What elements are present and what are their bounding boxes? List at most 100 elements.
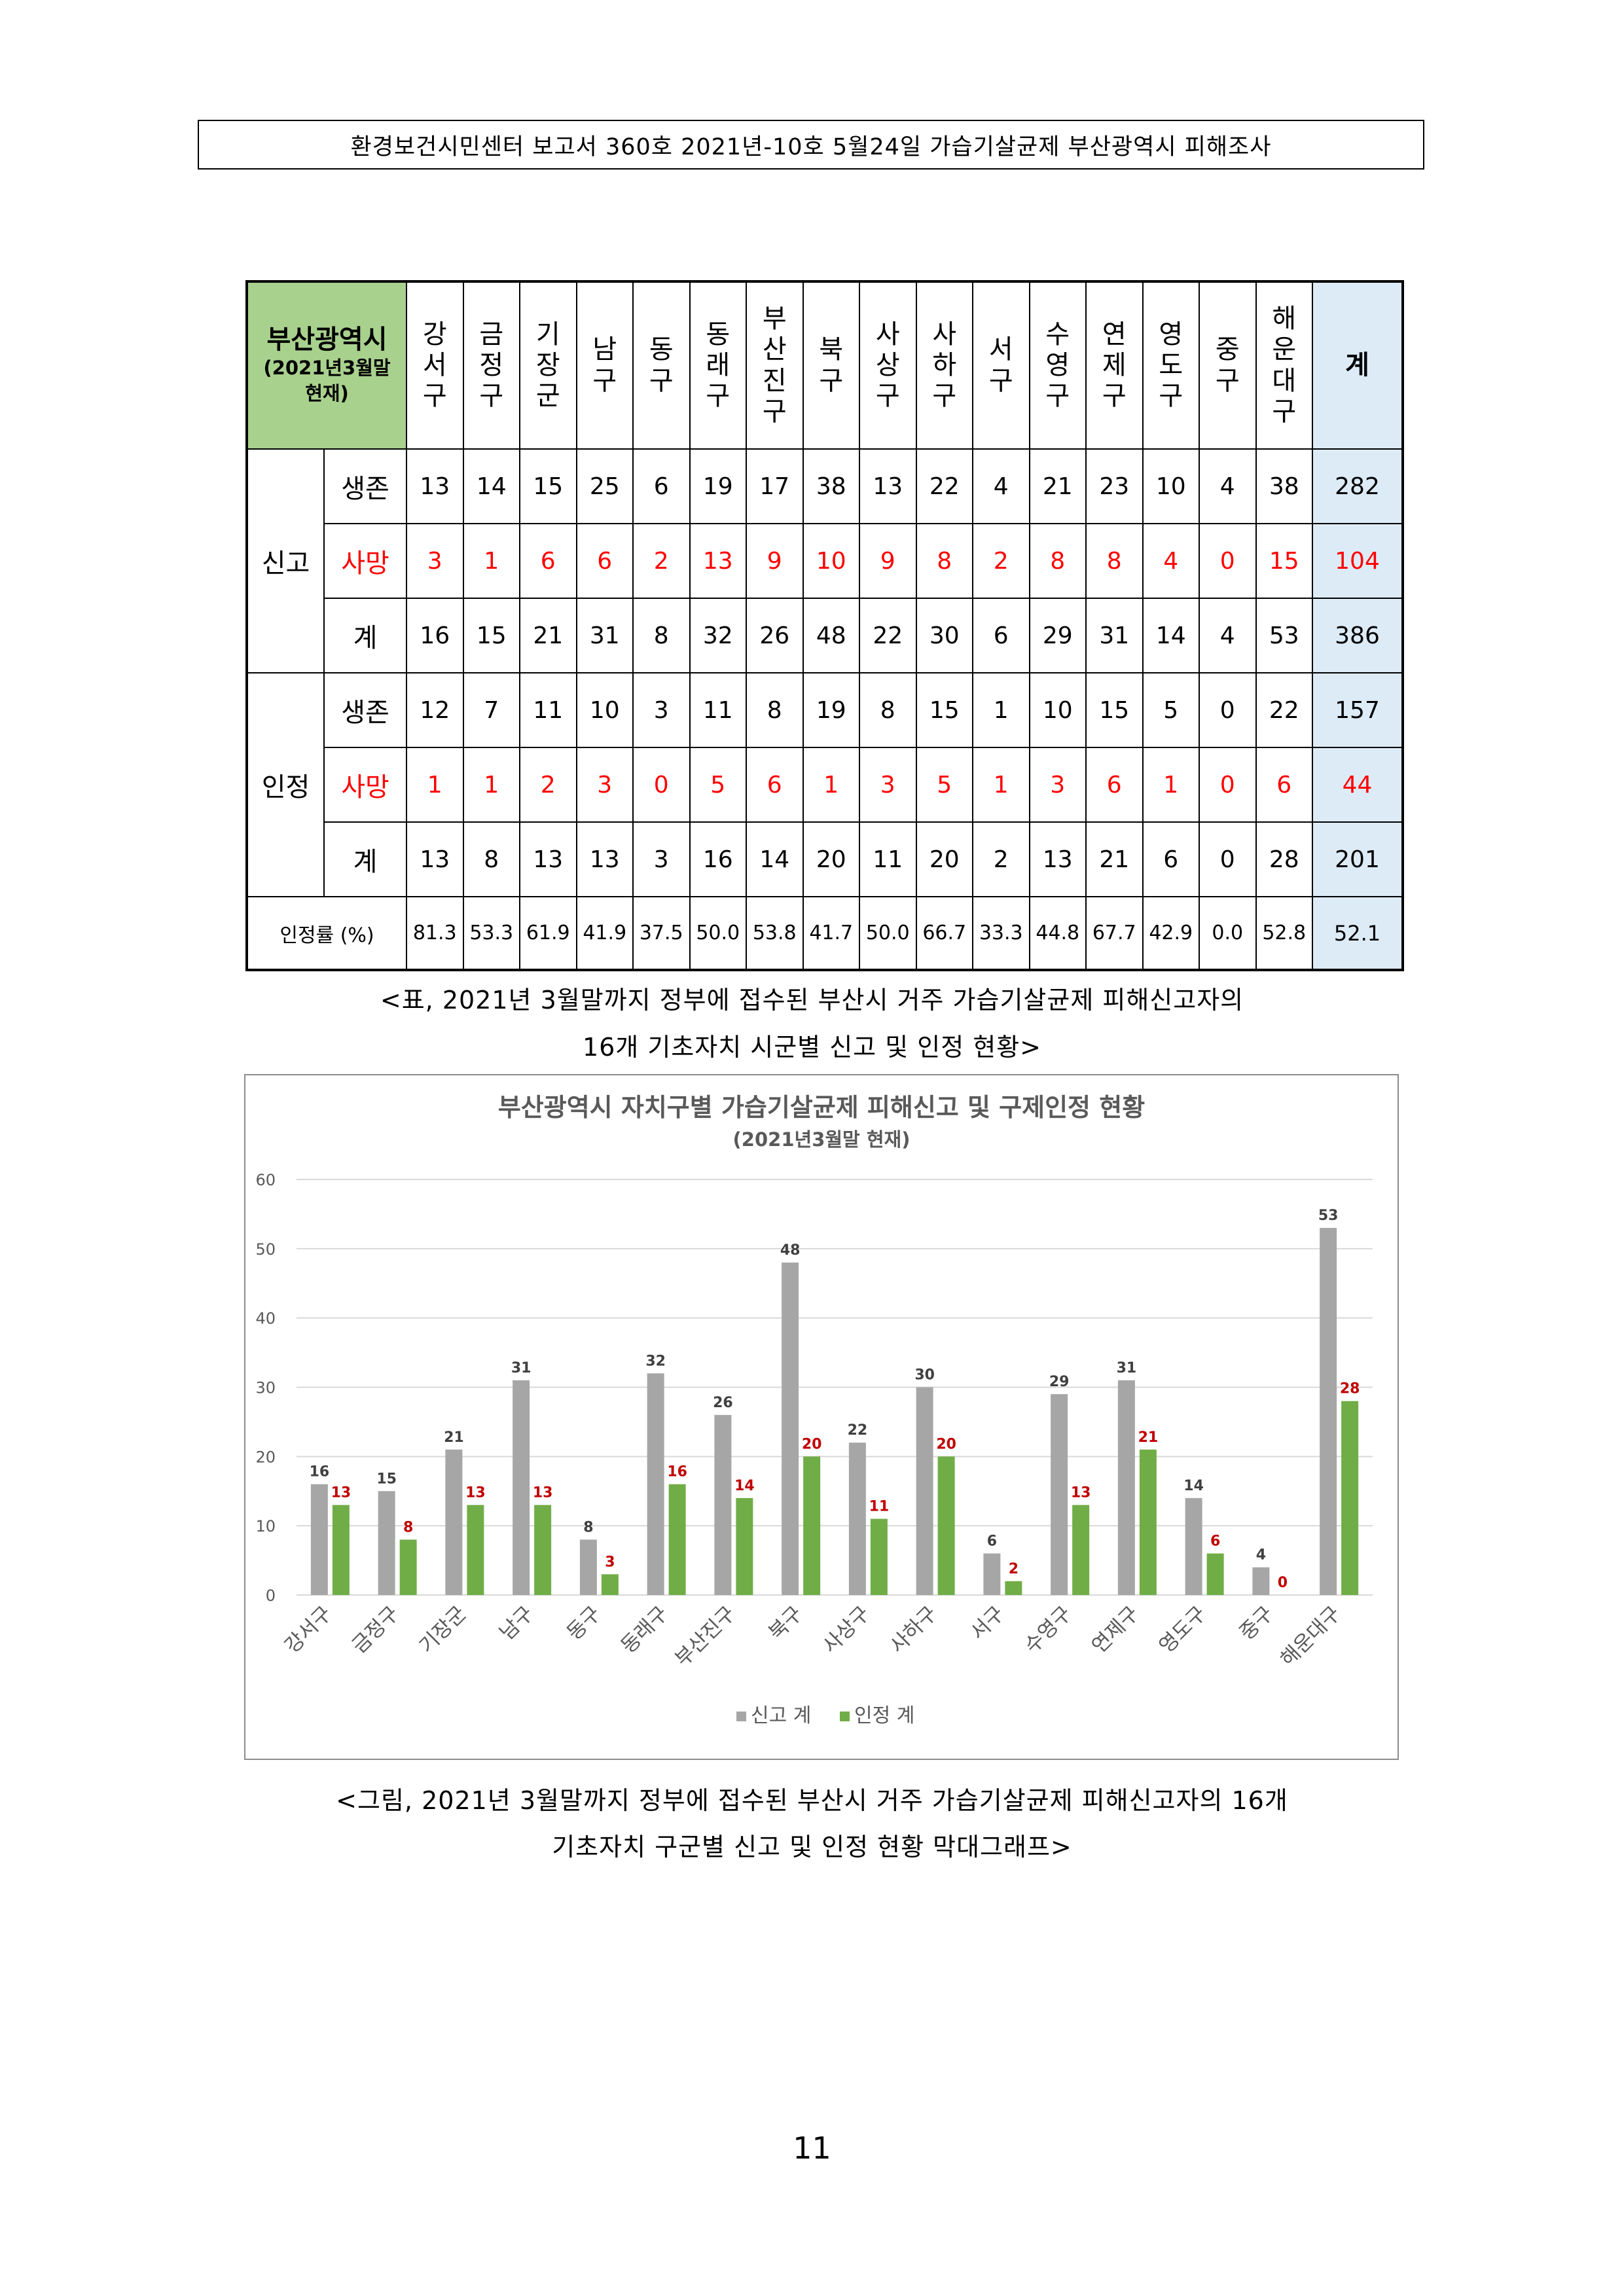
recognized-bar (467, 1505, 484, 1595)
rate-cell: 67.7 (1085, 896, 1144, 971)
table-cell: 2 (972, 821, 1030, 897)
recognized-bar-label: 14 (734, 1478, 755, 1494)
table-cell: 9 (859, 523, 917, 599)
table-cell: 10 (1142, 448, 1200, 524)
table-cell: 1 (462, 523, 520, 599)
table-cell: 1 (972, 672, 1030, 748)
report-bar-label: 6 (987, 1534, 997, 1550)
x-tick-label: 동래구 (617, 1602, 673, 1658)
y-tick-label: 10 (255, 1517, 276, 1535)
table-cell: 30 (915, 598, 973, 673)
table-cell: 0 (632, 747, 691, 823)
table-cell: 4 (1199, 448, 1257, 524)
report-bar (983, 1553, 1001, 1595)
table-cell: 19 (689, 448, 747, 524)
table-cell: 23 (1085, 448, 1144, 524)
rate-cell: 66.7 (915, 896, 973, 971)
recognized-bar (399, 1539, 417, 1595)
x-tick-label: 북구 (764, 1602, 807, 1645)
x-tick-label: 동구 (562, 1602, 605, 1645)
report-bar (513, 1380, 530, 1595)
recognized-bar (803, 1456, 821, 1595)
recognized-bar-label: 11 (869, 1499, 890, 1515)
table-cell: 13 (859, 448, 917, 524)
recognized-bar-label: 6 (1210, 1534, 1220, 1550)
report-bar (647, 1373, 664, 1595)
table-cell: 3 (406, 523, 464, 599)
recognized-bar (937, 1456, 955, 1595)
table-cell: 16 (689, 821, 747, 897)
table-cell: 0 (1199, 821, 1257, 897)
rate-cell: 50.0 (689, 896, 747, 971)
table-cell: 20 (915, 821, 973, 897)
x-tick-label: 영도구 (1155, 1602, 1211, 1658)
rate-cell: 42.9 (1142, 896, 1200, 971)
table-cell: 0 (1199, 523, 1257, 599)
table-cell: 17 (746, 448, 804, 524)
table-caption-line-2: 16개 기초자치 시군별 신고 및 인정 현황> (582, 1033, 1042, 1062)
recognized-bar-label: 0 (1278, 1575, 1288, 1591)
recognized-bar-label: 8 (403, 1519, 413, 1535)
table-cell: 25 (575, 448, 634, 524)
recognized-bar (870, 1518, 888, 1595)
table-cell: 28 (1255, 821, 1313, 897)
rate-cell: 53.3 (462, 896, 520, 971)
table-cell: 2 (632, 523, 691, 599)
x-tick-label: 금정구 (348, 1602, 404, 1658)
report-bar-label: 22 (848, 1422, 868, 1439)
table-cell: 15 (519, 448, 577, 524)
recognized-bar (332, 1505, 350, 1595)
table-cell: 15 (1255, 523, 1313, 599)
table-cell: 8 (462, 821, 520, 897)
table-cell: 3 (1028, 747, 1087, 823)
table-cell: 13 (1028, 821, 1087, 897)
recognized-bar-label: 28 (1340, 1381, 1360, 1397)
table-cell: 14 (1142, 598, 1200, 673)
page-number: 11 (793, 2130, 831, 2166)
table-cell: 14 (746, 821, 804, 897)
recognized-bar-label: 20 (936, 1436, 956, 1452)
table-corner-subtitle-2: 현재) (305, 382, 349, 405)
report-bar (848, 1443, 866, 1595)
table-row: 신고 생존 13 14 15 25 6 19 17 38 13 22 4 21 23 10 4 38 282 (246, 448, 1403, 673)
table-cell: 4 (972, 448, 1030, 524)
rate-cell: 61.9 (519, 896, 577, 971)
group-label: 신고 (246, 448, 325, 673)
rate-cell: 50.0 (859, 896, 917, 971)
table-cell: 10 (1028, 672, 1087, 748)
recognized-bar-label: 21 (1138, 1429, 1159, 1446)
report-bar (916, 1387, 933, 1595)
row-label: 사망 (323, 747, 407, 823)
row-label: 생존 (323, 448, 407, 524)
report-bar (1185, 1498, 1202, 1595)
recognized-bar (1005, 1581, 1022, 1595)
table-corner-title: 부산광역시 (266, 324, 388, 355)
table-cell: 5 (1142, 672, 1200, 748)
table-row: 계 13 8 13 13 3 16 14 20 11 20 2 13 21 6 0 28 201 (247, 821, 1403, 897)
recognized-bar-label: 2 (1009, 1561, 1019, 1577)
row-total-cell: 282 (1312, 448, 1403, 524)
table-cell: 53 (1255, 598, 1313, 673)
table-cell: 12 (406, 672, 464, 748)
y-tick-label: 20 (255, 1448, 276, 1466)
recognized-bar-label: 13 (533, 1484, 553, 1501)
table-cell: 13 (406, 821, 464, 897)
table-cell: 2 (972, 523, 1030, 599)
x-tick-label: 사하구 (886, 1602, 942, 1658)
table-cell: 8 (632, 598, 691, 673)
table-cell: 11 (859, 821, 917, 897)
rate-cell: 53.8 (746, 896, 804, 971)
table-cell: 5 (689, 747, 747, 823)
table-cell: 48 (802, 598, 860, 673)
report-bar-label: 53 (1318, 1208, 1339, 1224)
table-cell: 7 (462, 672, 520, 748)
recognized-bar-label: 16 (667, 1464, 687, 1480)
table-cell: 1 (406, 747, 464, 823)
